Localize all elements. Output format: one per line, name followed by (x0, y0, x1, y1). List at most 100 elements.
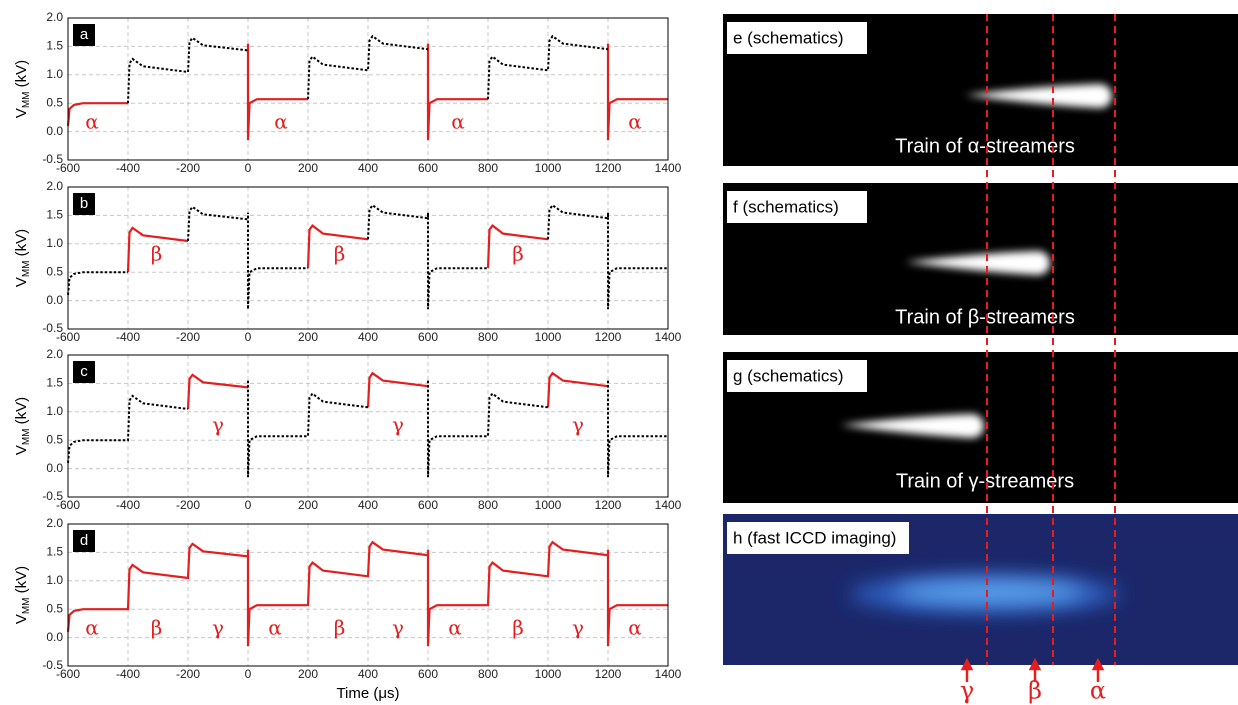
y-tick-label: -0.5 (42, 658, 63, 672)
annotation: α (274, 110, 288, 134)
x-tick-label: 1000 (535, 330, 562, 344)
x-tick-label: 600 (418, 498, 438, 512)
annotation: β (151, 616, 163, 640)
y-axis-label-unit: (kV) (13, 397, 30, 429)
x-tick-label: 1000 (535, 667, 562, 681)
y-axis-label: VMM (kV) (13, 60, 32, 118)
x-tick-label: 800 (478, 330, 498, 344)
x-tick-label: 1200 (595, 498, 622, 512)
y-tick-label: 0.5 (46, 95, 63, 109)
y-axis-label-main: V (13, 445, 30, 455)
annotation: γ (392, 413, 404, 437)
panel-caption: Train of α-streamers (895, 135, 1075, 157)
y-tick-label: 0.0 (46, 293, 63, 307)
y-tick-label: 0.0 (46, 630, 63, 644)
series-line (186, 371, 609, 410)
series-line (66, 43, 668, 141)
x-tick-label: 1000 (535, 161, 562, 175)
x-tick-label: -400 (116, 667, 140, 681)
x-tick-label: 1000 (535, 498, 562, 512)
label-box (727, 191, 867, 223)
x-tick-label: 1200 (595, 330, 622, 344)
x-tick-label: 400 (358, 161, 378, 175)
panel-label: f (schematics) (733, 197, 839, 216)
annotation: γ (572, 413, 584, 437)
x-tick-label: 1400 (655, 498, 682, 512)
annotation: β (151, 242, 163, 266)
y-tick-label: 0.5 (46, 601, 63, 615)
annotation: α (448, 616, 462, 640)
panel-label-box (73, 24, 95, 46)
x-tick-label: 400 (358, 330, 378, 344)
x-tick-label: 800 (478, 161, 498, 175)
y-axis-label: VMM (kV) (13, 566, 32, 624)
x-tick-label: 200 (298, 330, 318, 344)
series-line (127, 34, 609, 104)
panel-label-box (73, 193, 95, 215)
y-axis-label-unit: (kV) (13, 229, 30, 261)
annotation: γ (212, 413, 224, 437)
y-axis-label-main: V (13, 108, 30, 118)
annotation: α (268, 616, 282, 640)
label-box (727, 522, 909, 554)
y-axis-label-sub: MM (21, 260, 32, 277)
panel-label: e (schematics) (733, 28, 844, 47)
image-panels: e (schematics) Train of α-streamers f (s… (723, 14, 1238, 705)
annotation: α (451, 110, 465, 134)
x-tick-label: -600 (56, 330, 80, 344)
x-tick-label: 200 (298, 498, 318, 512)
y-tick-label: 1.5 (46, 208, 63, 222)
annotation: α (628, 616, 642, 640)
x-tick-label: 0 (245, 667, 252, 681)
streamer (905, 251, 1050, 275)
annotation: β (334, 242, 346, 266)
x-tick-label: 0 (245, 161, 252, 175)
y-axis-label-unit: (kV) (13, 566, 30, 598)
y-tick-label: 0.5 (46, 432, 63, 446)
x-tick-label: 0 (245, 330, 252, 344)
x-tick-label: -400 (116, 498, 140, 512)
plot-frame (67, 354, 669, 498)
y-tick-label: 1.0 (46, 236, 63, 250)
y-tick-label: -0.5 (42, 321, 63, 335)
y-tick-label: -0.5 (42, 489, 63, 503)
series-line (126, 224, 549, 273)
y-axis-label-sub: MM (21, 597, 32, 614)
x-tick-label: 1400 (655, 667, 682, 681)
x-tick-label: 1200 (595, 161, 622, 175)
x-tick-label: 0 (245, 498, 252, 512)
panel-label-box (73, 361, 95, 383)
y-tick-label: 1.0 (46, 573, 63, 587)
x-axis-label: Time (μs) (336, 685, 399, 702)
iccd-core (895, 581, 1085, 603)
panel-label: a (80, 26, 89, 43)
y-tick-label: 1.0 (46, 404, 63, 418)
x-tick-label: 400 (358, 498, 378, 512)
x-tick-label: -200 (176, 498, 200, 512)
y-tick-label: 0.0 (46, 461, 63, 475)
series-line (67, 380, 668, 478)
annotation: γ (392, 616, 404, 640)
arrow-label: α (1090, 677, 1106, 705)
annotation: α (85, 110, 99, 134)
annotation: α (628, 110, 642, 134)
y-tick-label: 2.0 (46, 516, 63, 530)
x-tick-label: 600 (418, 667, 438, 681)
x-tick-label: -600 (56, 161, 80, 175)
panel-label: h (fast ICCD imaging) (733, 528, 896, 547)
x-tick-label: 1400 (655, 161, 682, 175)
annotation: β (334, 616, 346, 640)
x-tick-label: -200 (176, 667, 200, 681)
annotation: γ (572, 616, 584, 640)
x-tick-label: -600 (56, 498, 80, 512)
x-tick-label: 800 (478, 667, 498, 681)
x-tick-label: -200 (176, 330, 200, 344)
panel-caption: Train of β-streamers (895, 306, 1075, 328)
y-tick-label: 2.0 (46, 179, 63, 193)
x-tick-label: 400 (358, 667, 378, 681)
panel-label: c (80, 363, 88, 380)
y-axis-label-unit: (kV) (13, 60, 30, 92)
panel-label: b (80, 195, 88, 212)
label-box (727, 360, 867, 392)
y-axis-label-sub: MM (21, 428, 32, 445)
